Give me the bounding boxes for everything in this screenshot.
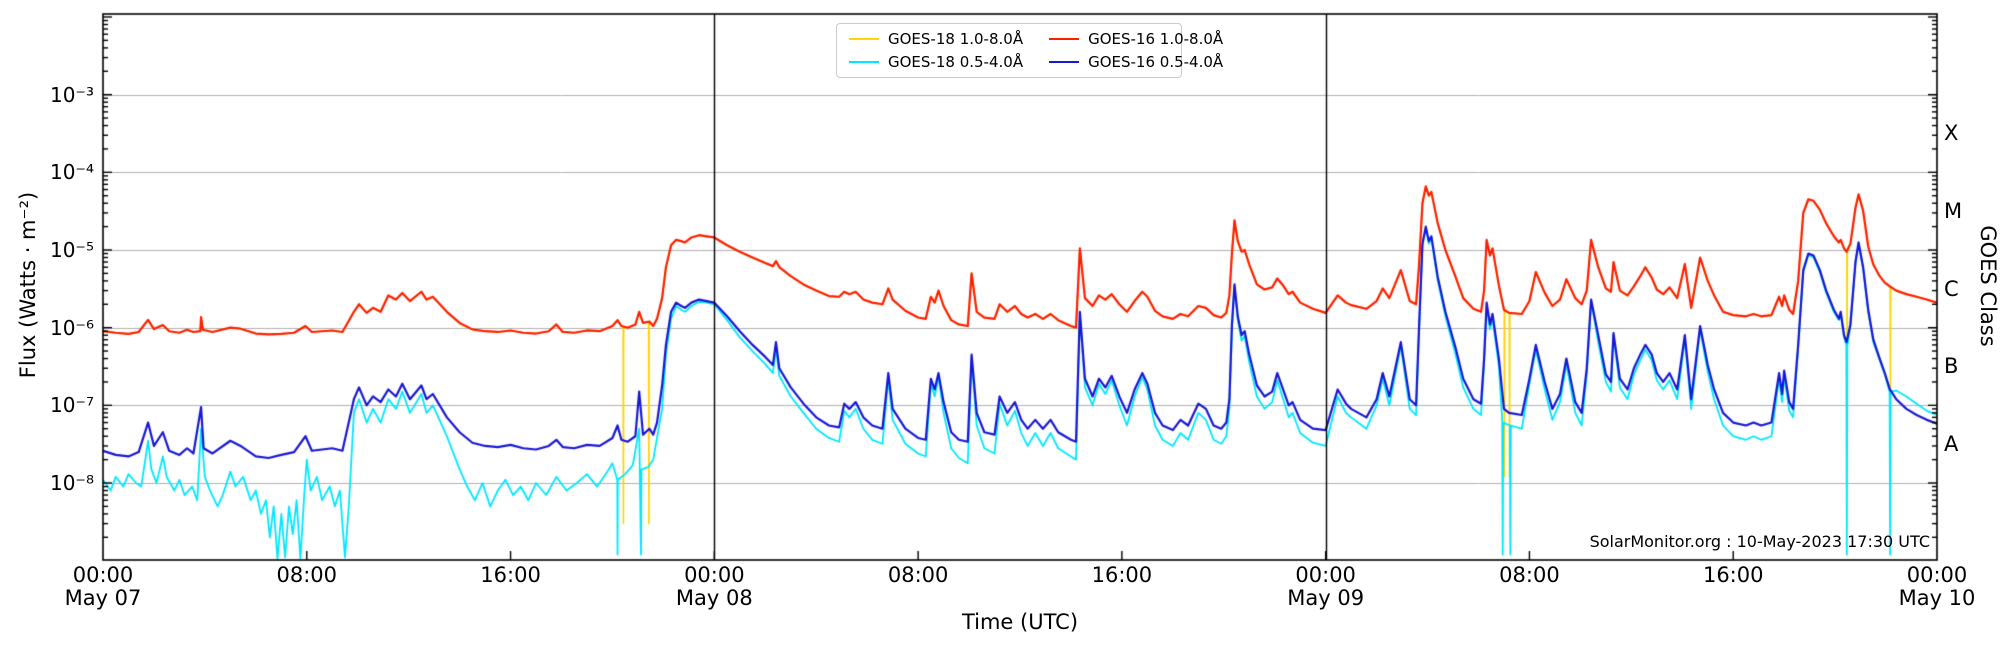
legend-swatch-goes16-short <box>1049 61 1080 63</box>
y-tick-label: 10⁻⁵ <box>49 237 94 262</box>
goes-class-letter-X: X <box>1944 121 1959 146</box>
y-tick-label: 10⁻⁶ <box>49 315 94 340</box>
legend: GOES-18 1.0-8.0Å GOES-16 1.0-8.0Å GOES-1… <box>836 23 1223 78</box>
legend-entry: GOES-16 1.0-8.0Å <box>1049 30 1223 48</box>
solarmonitor-timestamp-annotation: SolarMonitor.org : 10-May-2023 17:30 UTC <box>1589 532 1930 551</box>
x-tick-label: 00:00 <box>684 563 745 587</box>
x-tick-label: 16:00 <box>1091 563 1153 587</box>
x-tick-label: 16:00 <box>1702 563 1764 587</box>
x-tick-label: 08:00 <box>887 563 949 587</box>
goes-class-letter-B: B <box>1944 354 1959 379</box>
legend-entry: GOES-18 1.0-8.0Å <box>849 30 1023 48</box>
legend-label: GOES-18 0.5-4.0Å <box>888 53 1024 71</box>
x-tick-label: 08:00 <box>1499 563 1560 587</box>
y-tick-label: 10⁻³ <box>49 82 94 107</box>
x-tick-date-label: May 10 <box>1898 586 1976 610</box>
legend-swatch-goes18-long <box>849 38 879 40</box>
legend-swatch-goes18-short <box>849 61 879 63</box>
legend-entry: GOES-16 0.5-4.0Å <box>1049 53 1223 71</box>
y-tick-label: 10⁻⁸ <box>49 471 94 495</box>
x-tick-date-label: May 08 <box>675 586 753 610</box>
x-tick-label: 00:00 <box>1295 563 1356 587</box>
x-tick-label: 00:00 <box>72 563 134 587</box>
legend-swatch-goes16-long <box>1049 38 1080 40</box>
goes-class-letter-M: M <box>1944 199 1963 224</box>
x-tick-label: 00:00 <box>1906 563 1968 587</box>
x-axis-label: Time (UTC) <box>961 610 1079 634</box>
legend-label: GOES-18 1.0-8.0Å <box>888 30 1024 48</box>
legend-label: GOES-16 1.0-8.0Å <box>1088 30 1224 48</box>
x-tick-date-label: May 07 <box>64 586 142 610</box>
y-tick-label: 10⁻⁴ <box>49 160 94 185</box>
goes-class-letter-C: C <box>1944 276 1959 301</box>
x-tick-label: 16:00 <box>480 563 541 587</box>
y-tick-label: 10⁻⁷ <box>49 393 94 418</box>
legend-entry: GOES-18 0.5-4.0Å <box>849 53 1023 71</box>
x-tick-date-label: May 09 <box>1287 586 1365 610</box>
legend-label: GOES-16 0.5-4.0Å <box>1088 53 1224 71</box>
x-tick-label: 08:00 <box>276 563 338 587</box>
goes-class-letter-A: A <box>1944 432 1959 457</box>
